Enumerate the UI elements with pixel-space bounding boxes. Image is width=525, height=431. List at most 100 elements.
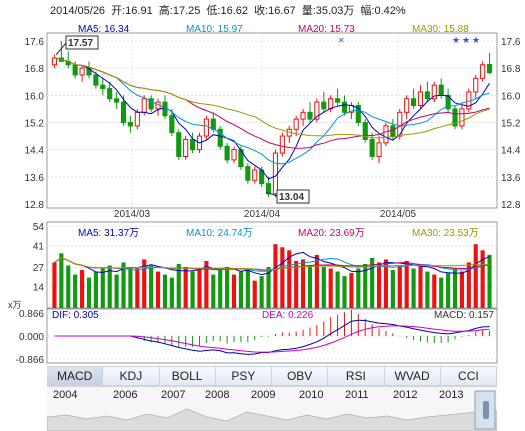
volume-bar (487, 254, 492, 308)
volume-bar (142, 259, 147, 308)
volume-bar (349, 273, 354, 308)
quote-header: 2014/05/26 开:16.91 高:17.25 低:16.62 收:16.… (50, 2, 409, 18)
ma5-line (54, 57, 490, 180)
candle-body (51, 57, 58, 66)
price-x-tick: 2014/03 (114, 209, 151, 220)
volume-bar (363, 263, 368, 308)
volume-bar (162, 274, 168, 308)
high-marker-box (65, 35, 99, 50)
candle-body (79, 67, 85, 76)
candle-body (328, 98, 334, 110)
volume-bar (480, 250, 485, 308)
volume-bar (238, 271, 243, 308)
price-y-tick-right: 13.6 (501, 173, 521, 184)
tab-boll[interactable]: BOLL (160, 367, 216, 385)
price-y-tick-right: 15.2 (501, 119, 521, 130)
candle-body (431, 84, 437, 100)
volume-ma-line (54, 257, 490, 272)
macd-dea-line (54, 325, 490, 353)
volume-bar (197, 268, 202, 308)
volume-bar (342, 276, 347, 308)
candle-body (300, 111, 306, 120)
quote-date: 2014/05/26 (50, 5, 106, 17)
tab-macd[interactable]: MACD (47, 367, 104, 385)
price-panel-frame (46, 32, 498, 209)
ma10-line (54, 57, 490, 165)
volume-bar (107, 265, 112, 308)
candle-body (114, 98, 120, 103)
volume-bar (280, 247, 285, 308)
candle-body (100, 84, 106, 90)
price-x-tick: 2014/04 (244, 209, 281, 220)
low-marker-label: 13.04 (279, 192, 304, 203)
volume-bar (218, 268, 223, 308)
volume-bar (418, 267, 423, 308)
candle-body (307, 111, 313, 120)
volume-bar (59, 253, 64, 308)
quote-change: 幅:0.42% (360, 5, 406, 17)
volume-ma-line (54, 257, 490, 271)
price-y-tick-right: 16.8 (501, 64, 521, 75)
candle-body (272, 152, 279, 195)
volume-bar (266, 267, 271, 308)
timeline-year-label: 2006 (113, 389, 138, 401)
timeline-year-label: 2012 (393, 389, 418, 401)
tab-kdj[interactable]: KDJ (103, 367, 160, 385)
candle-body (473, 77, 479, 93)
volume-bar (370, 257, 375, 308)
timeline-year-label: 2010 (299, 389, 324, 401)
high-marker-label: 17.57 (68, 38, 93, 49)
candle-body (293, 118, 299, 130)
candle-body (411, 98, 417, 107)
candle-body (217, 128, 223, 147)
price-y-tick-right: 17.6 (501, 37, 521, 48)
quote-high: 高:17.25 (158, 5, 201, 17)
price-y-tick-left: 16.8 (25, 64, 45, 75)
high-marker-pointer (55, 42, 67, 56)
volume-bar (52, 262, 57, 308)
volume-ma-label: MA30: 23.53万 (412, 228, 479, 239)
volume-bar (459, 271, 464, 308)
tab-wvad[interactable]: WVAD (385, 367, 441, 385)
volume-bar (314, 254, 319, 308)
candle-body (148, 98, 154, 110)
macd-y-tick: -0.866 (16, 355, 45, 366)
quote-low: 低:16.62 (206, 5, 249, 17)
volume-bar (183, 267, 188, 308)
candle-body (245, 166, 251, 181)
low-marker-pointer (265, 191, 278, 197)
volume-bar (273, 244, 278, 308)
volume-y-tick: 27 (33, 263, 45, 274)
quote-open: 开:16.91 (111, 5, 153, 17)
candle-body (376, 142, 382, 157)
price-y-tick-right: 12.8 (501, 200, 521, 211)
tab-cci[interactable]: CCI (441, 367, 497, 385)
timeline-navigator[interactable]: 2004 2006 2007 2008 2009 2010 2011 2012 2013 (47, 386, 497, 431)
stock-chart[interactable]: 17.6 17.6 16.8 16.8 16.0 16.0 15.2 15.2 14.4 14.4… (0, 0, 525, 366)
price-ma-label: MA10: 15.97 (186, 24, 243, 35)
volume-bar (356, 268, 361, 308)
volume-bar (390, 270, 395, 308)
macd-value-label: MACD: 0.157 (434, 310, 494, 321)
candle-body (417, 91, 424, 107)
volume-bar (287, 250, 292, 308)
volume-bar (432, 274, 437, 308)
timeline-year-label: 2004 (53, 389, 78, 401)
candle-body (203, 118, 209, 137)
volume-bar (176, 263, 181, 308)
price-ma-label: MA30: 15.88 (412, 24, 469, 35)
tab-rsi[interactable]: RSI (328, 367, 385, 385)
volume-bar (225, 267, 230, 308)
candle-body (190, 138, 196, 151)
candle-body (335, 98, 341, 103)
volume-unit-label: x万 (8, 300, 22, 310)
tab-psy[interactable]: PSY (216, 367, 272, 385)
volume-bar (301, 259, 306, 308)
timeline-year-label: 2013 (439, 389, 464, 401)
range-handle[interactable] (483, 401, 489, 419)
volume-bar (446, 273, 451, 308)
tab-obv[interactable]: OBV (272, 367, 329, 385)
price-ma-label: MA20: 15.73 (298, 24, 355, 35)
volume-bar (328, 268, 333, 308)
volume-bar (439, 277, 444, 308)
